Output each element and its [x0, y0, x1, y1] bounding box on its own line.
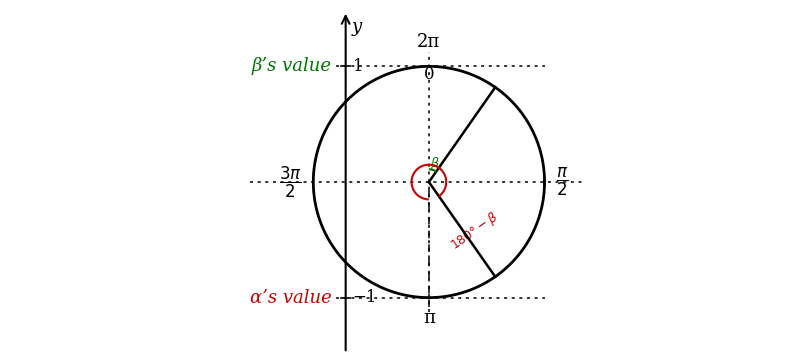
Text: 2π: 2π	[418, 33, 441, 51]
Text: $\dfrac{\pi}{2}$: $\dfrac{\pi}{2}$	[556, 166, 569, 198]
Text: $180°-\beta$: $180°-\beta$	[447, 209, 502, 254]
Text: α’s value: α’s value	[250, 289, 332, 306]
Text: β’s value: β’s value	[252, 58, 332, 75]
Text: y: y	[351, 18, 362, 36]
Text: −1: −1	[353, 289, 377, 306]
Text: $\beta$: $\beta$	[430, 155, 440, 172]
Text: 1: 1	[353, 58, 363, 75]
Text: π: π	[423, 309, 435, 327]
Text: $\dfrac{3\pi}{2}$: $\dfrac{3\pi}{2}$	[279, 165, 302, 199]
Text: 0: 0	[423, 66, 434, 83]
